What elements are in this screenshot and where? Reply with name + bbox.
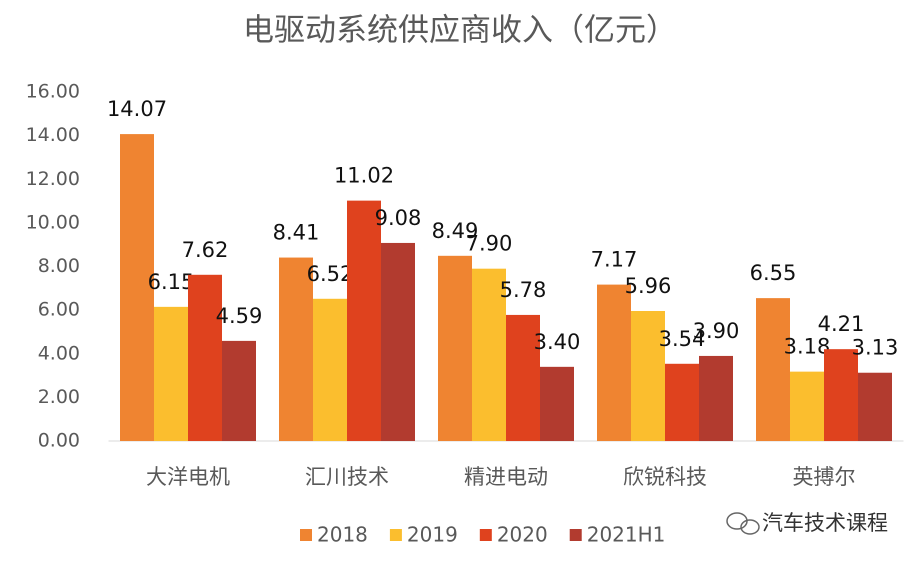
y-tick-label: 2.00: [38, 386, 80, 408]
bar: [472, 268, 506, 441]
y-tick-label: 6.00: [38, 299, 80, 321]
bar: [381, 242, 415, 441]
y-tick-label: 16.00: [26, 81, 80, 103]
legend-swatch: [389, 529, 402, 541]
bar: [631, 310, 665, 441]
bar: [120, 134, 154, 441]
y-tick-label: 10.00: [26, 211, 80, 233]
legend-swatch: [300, 529, 312, 541]
x-tick-label: 大洋电机: [146, 465, 230, 489]
value-label: 8.49: [432, 219, 479, 243]
legend-label: 2021H1: [587, 523, 666, 547]
value-label: 3.40: [534, 330, 581, 354]
value-label: 3.90: [693, 319, 740, 343]
value-label: 6.52: [307, 262, 354, 286]
value-label: 7.90: [466, 232, 513, 256]
x-tick-label: 英搏尔: [793, 465, 856, 489]
value-label: 6.15: [148, 270, 195, 294]
bar: [790, 371, 824, 441]
bar: [858, 372, 892, 441]
bar: [313, 298, 347, 441]
legend-label: 2020: [497, 523, 548, 547]
y-tick-label: 4.00: [38, 342, 80, 364]
bar: [540, 366, 574, 441]
x-tick-label: 汇川技术: [305, 465, 389, 489]
legend-swatch: [569, 529, 582, 541]
legend-label: 2018: [317, 523, 368, 547]
watermark: 汽车技术课程: [762, 511, 888, 535]
value-label: 9.08: [375, 206, 422, 230]
x-tick-label: 欣锐科技: [623, 465, 707, 489]
x-tick-label: 精进电动: [464, 465, 548, 489]
bar: [347, 200, 381, 441]
y-tick-label: 12.00: [26, 168, 80, 190]
y-tick-label: 0.00: [38, 430, 80, 452]
y-tick-label: 8.00: [38, 255, 80, 277]
bar: [438, 255, 472, 441]
bar: [699, 355, 733, 441]
value-label: 14.07: [107, 97, 167, 121]
value-label: 4.21: [818, 312, 865, 336]
legend-swatch: [479, 529, 492, 541]
value-label: 11.02: [334, 164, 394, 188]
chart-title: 电驱动系统供应商收入（亿元）: [243, 13, 677, 49]
bar: [222, 340, 256, 441]
watermark-icon: [726, 512, 760, 535]
bar: [665, 363, 699, 441]
bar: [279, 257, 313, 441]
value-label: 3.54: [659, 327, 706, 351]
bar: [188, 274, 222, 441]
bar: [824, 349, 858, 441]
value-label: 4.59: [216, 304, 263, 328]
value-label: 8.41: [273, 221, 320, 245]
bar: [597, 284, 631, 441]
bar: [154, 306, 188, 441]
value-label: 3.13: [852, 336, 899, 360]
value-label: 5.96: [625, 274, 672, 298]
value-label: 3.18: [784, 335, 831, 359]
value-label: 5.78: [500, 278, 547, 302]
y-tick-label: 14.00: [26, 124, 80, 146]
value-label: 6.55: [750, 261, 797, 285]
bar: [756, 298, 790, 441]
bar: [506, 314, 540, 441]
legend-label: 2019: [407, 523, 458, 547]
value-label: 7.17: [591, 248, 638, 272]
value-label: 7.62: [182, 238, 229, 262]
